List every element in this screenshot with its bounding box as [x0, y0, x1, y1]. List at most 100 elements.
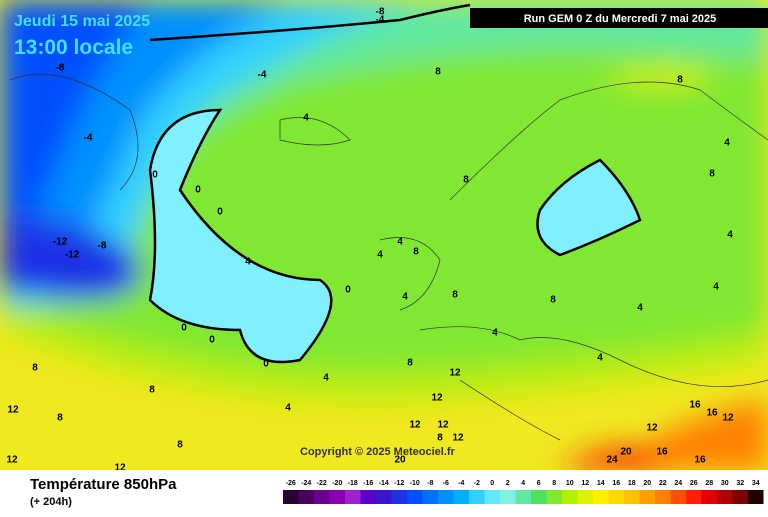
contour-label: 12 [7, 405, 19, 416]
contour-label: 0 [209, 335, 215, 346]
contour-label: 4 [303, 113, 309, 124]
colorbar-label: -18 [348, 480, 358, 487]
contour-label: 0 [263, 359, 269, 370]
colorbar-swatch [515, 490, 531, 504]
contour-label: 0 [345, 285, 351, 296]
contour-label: 20 [620, 447, 632, 458]
contour-label: 12 [646, 423, 658, 434]
colorbar-swatch [500, 490, 516, 504]
colorbar-label: 8 [552, 480, 556, 487]
colorbar-label: 24 [674, 480, 682, 487]
colorbar-swatch [686, 490, 702, 504]
contour-label: 8 [407, 358, 413, 369]
colorbar-swatch [593, 490, 609, 504]
colorbar-swatch [453, 490, 469, 504]
contour-label: 8 [709, 169, 715, 180]
colorbar-label: -8 [427, 480, 433, 487]
contour-label: 16 [656, 447, 668, 458]
contour-label: 12 [6, 455, 18, 466]
run-box [470, 8, 768, 28]
colorbar-label: -10 [410, 480, 420, 487]
date-label: Jeudi 15 mai 2025 [14, 13, 150, 30]
colorbar-swatch [732, 490, 748, 504]
colorbar-label: -24 [301, 480, 311, 487]
colorbar-swatch [624, 490, 640, 504]
contour-label: 12 [449, 368, 461, 379]
colorbar-swatch [484, 490, 500, 504]
colorbar-swatch [391, 490, 407, 504]
colorbar-label: 32 [736, 480, 744, 487]
contour-label: 8 [463, 175, 469, 186]
colorbar-label: 22 [659, 480, 667, 487]
contour-label: 12 [409, 420, 421, 431]
colorbar-swatch [748, 490, 764, 504]
contour-labels: -8-4-4-8-4000-12-12-84400408488844440884… [6, 7, 734, 474]
colorbar-swatch [376, 490, 392, 504]
contour-label: 0 [152, 170, 158, 181]
colorbar-swatch [360, 490, 376, 504]
colorbar-swatch [283, 490, 299, 504]
contour-label: 12 [437, 420, 449, 431]
contour-label: 8 [550, 295, 556, 306]
colorbar-label: -20 [332, 480, 342, 487]
colorbar-label: -26 [286, 480, 296, 487]
contour-label: -12 [65, 250, 80, 261]
contour-label: -4 [258, 70, 267, 81]
colorbar-swatch [670, 490, 686, 504]
contour-label: 16 [706, 408, 718, 419]
colorbar-label: 12 [581, 480, 589, 487]
colorbar-label: -14 [379, 480, 389, 487]
contour-label: 12 [722, 413, 734, 424]
footer-lead: (+ 204h) [30, 496, 72, 508]
run-label: Run GEM 0 Z du Mercredi 7 mai 2025 [524, 13, 717, 25]
contour-label: 4 [492, 328, 498, 339]
colorbar-swatch [422, 490, 438, 504]
contour-label: -4 [376, 15, 385, 26]
colorbar-swatch [562, 490, 578, 504]
colorbar-swatch [577, 490, 593, 504]
colorbar-swatch [531, 490, 547, 504]
colorbar-swatch [298, 490, 314, 504]
contour-label: 24 [606, 455, 618, 466]
footer-title: Température 850hPa [30, 476, 177, 493]
contour-label: 4 [323, 373, 329, 384]
contour-label: 4 [377, 250, 383, 261]
colorbar-swatch [639, 490, 655, 504]
contour-label: 4 [727, 230, 733, 241]
colorbar-swatch [438, 490, 454, 504]
contour-label: 8 [177, 440, 183, 451]
contour-label: 12 [114, 463, 126, 474]
contour-label: 12 [431, 393, 443, 404]
colorbar: -26 -24 -22 -20 -18 -16 -14 -12 -10 -8 -6 -4 -2 0 2 4 6 8… [283, 480, 764, 504]
contour-label: 0 [181, 323, 187, 334]
contour-label: 0 [195, 185, 201, 196]
contour-label: -8 [98, 241, 107, 252]
contour-label: -12 [53, 237, 68, 248]
contour-label: 8 [32, 363, 38, 374]
colorbar-swatch [717, 490, 733, 504]
colorbar-swatch [608, 490, 624, 504]
colorbar-label: 6 [537, 480, 541, 487]
contour-label: -4 [84, 133, 93, 144]
colorbar-swatch [314, 490, 330, 504]
colorbar-swatch [701, 490, 717, 504]
colorbar-label: 14 [597, 480, 605, 487]
colorbar-label: -22 [317, 480, 327, 487]
colorbar-label: 30 [721, 480, 729, 487]
contour-label: 16 [689, 400, 701, 411]
time-label: 13:00 locale [14, 36, 133, 59]
colorbar-label: -2 [474, 480, 480, 487]
contour-label: 0 [217, 207, 223, 218]
contour-label: 12 [452, 433, 464, 444]
colorbar-label: 20 [643, 480, 651, 487]
contour-label: 4 [397, 237, 403, 248]
contour-label: 4 [713, 282, 719, 293]
colorbar-swatch [469, 490, 485, 504]
contour-label: 4 [724, 138, 730, 149]
contour-label: 8 [437, 433, 443, 444]
colorbar-swatch [329, 490, 345, 504]
contour-label: -8 [376, 7, 385, 18]
contour-label: 4 [637, 303, 643, 314]
colorbar-label: 4 [521, 480, 525, 487]
